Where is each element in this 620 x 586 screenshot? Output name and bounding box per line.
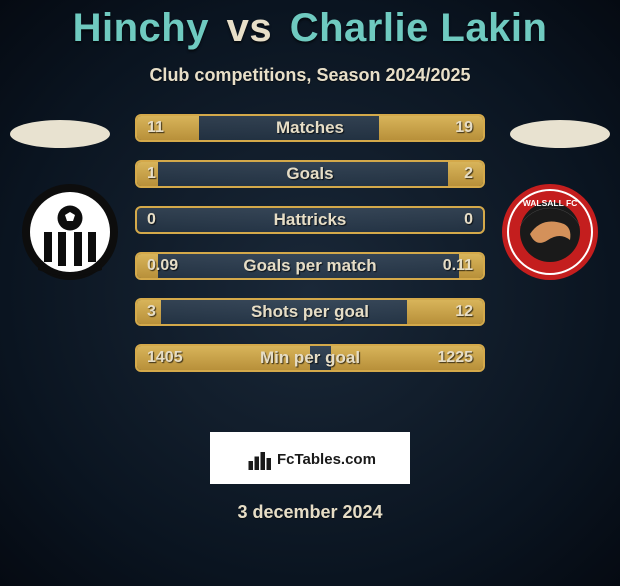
stats-bars: Matches1119Goals12Hattricks00Goals per m…: [135, 114, 485, 390]
stat-bar: Min per goal1405 1225: [135, 344, 485, 372]
stat-bar: Goals per match0.09 0.11: [135, 252, 485, 280]
stat-row: Goals per match0.09 0.11: [135, 252, 485, 280]
club-badge-left: [20, 182, 120, 282]
stat-label: Shots per goal: [137, 300, 483, 324]
subtitle: Club competitions, Season 2024/2025: [0, 65, 620, 86]
stat-value-left: 11: [147, 116, 164, 140]
stat-row: Shots per goal3 12: [135, 298, 485, 326]
stat-value-right: 19: [455, 116, 473, 140]
brand-box: FcTables.com: [210, 432, 410, 484]
stat-row: Goals1 2: [135, 160, 485, 188]
stat-label: Goals per match: [137, 254, 483, 278]
stat-bar: Goals1 2: [135, 160, 485, 188]
country-ellipse-left: [10, 120, 110, 148]
fctables-logo-icon: FcTables.com: [235, 443, 385, 473]
stat-bar: Hattricks0 0: [135, 206, 485, 234]
stat-value-right: 2: [464, 162, 473, 186]
brand-text: FcTables.com: [277, 451, 376, 468]
stat-label: Matches: [137, 116, 483, 140]
comparison-title: Hinchy vs Charlie Lakin: [0, 6, 620, 51]
stat-value-left: 1405: [147, 346, 183, 370]
svg-text:WALSALL FC: WALSALL FC: [523, 198, 578, 208]
title-vs: vs: [227, 6, 273, 50]
stat-value-left: 0: [147, 208, 156, 232]
stat-value-left: 0.09: [147, 254, 178, 278]
stat-bar: Matches11 19: [135, 114, 485, 142]
stat-label: Hattricks: [137, 208, 483, 232]
stat-value-right: 12: [455, 300, 473, 324]
comparison-panel: WALSALL FC Matches1119Goals12Hattricks00…: [0, 114, 620, 414]
stat-bar: Shots per goal3 12: [135, 298, 485, 326]
country-ellipse-right: [510, 120, 610, 148]
player1-name: Hinchy: [73, 6, 209, 50]
stat-value-right: 0: [464, 208, 473, 232]
stat-value-right: 1225: [437, 346, 473, 370]
stat-label: Goals: [137, 162, 483, 186]
player2-name: Charlie Lakin: [290, 6, 548, 50]
club-badge-right: WALSALL FC: [500, 182, 600, 282]
stat-value-left: 1: [147, 162, 156, 186]
stat-label: Min per goal: [137, 346, 483, 370]
stat-row: Min per goal1405 1225: [135, 344, 485, 372]
stat-row: Matches11 19: [135, 114, 485, 142]
stat-value-left: 3: [147, 300, 156, 324]
stat-value-right: 0.11: [443, 254, 473, 278]
snapshot-date: 3 december 2024: [0, 502, 620, 523]
stat-row: Hattricks0 0: [135, 206, 485, 234]
